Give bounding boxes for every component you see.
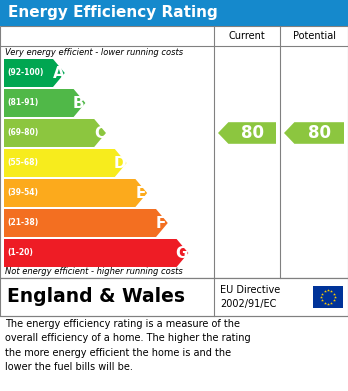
Text: Potential: Potential <box>293 31 335 41</box>
Polygon shape <box>4 179 147 207</box>
Polygon shape <box>4 239 188 267</box>
Bar <box>0 26 348 278</box>
Polygon shape <box>4 59 65 87</box>
Text: (21-38): (21-38) <box>7 219 38 228</box>
Text: B: B <box>73 95 85 111</box>
Text: Not energy efficient - higher running costs: Not energy efficient - higher running co… <box>5 267 183 276</box>
Text: 80: 80 <box>308 124 331 142</box>
Text: E: E <box>135 185 146 201</box>
Polygon shape <box>218 122 276 144</box>
Text: F: F <box>156 215 166 231</box>
Text: England & Wales: England & Wales <box>7 287 185 307</box>
Text: Current: Current <box>229 31 266 41</box>
Polygon shape <box>4 119 106 147</box>
Text: (1-20): (1-20) <box>7 249 33 258</box>
Text: D: D <box>114 156 126 170</box>
Text: (39-54): (39-54) <box>7 188 38 197</box>
Text: EU Directive
2002/91/EC: EU Directive 2002/91/EC <box>220 285 280 308</box>
Text: (55-68): (55-68) <box>7 158 38 167</box>
Text: Very energy efficient - lower running costs: Very energy efficient - lower running co… <box>5 48 183 57</box>
Text: Energy Efficiency Rating: Energy Efficiency Rating <box>8 5 218 20</box>
Polygon shape <box>284 122 344 144</box>
Bar <box>313 286 343 308</box>
Text: C: C <box>94 126 105 140</box>
Text: The energy efficiency rating is a measure of the
overall efficiency of a home. T: The energy efficiency rating is a measur… <box>5 319 251 372</box>
Text: (92-100): (92-100) <box>7 68 44 77</box>
Polygon shape <box>4 89 85 117</box>
Polygon shape <box>4 209 168 237</box>
Text: G: G <box>176 246 188 260</box>
Bar <box>0 278 348 316</box>
Polygon shape <box>4 149 127 177</box>
Text: 80: 80 <box>241 124 264 142</box>
Text: A: A <box>53 66 64 81</box>
Text: (81-91): (81-91) <box>7 99 38 108</box>
Bar <box>0 0 348 26</box>
Text: (69-80): (69-80) <box>7 129 38 138</box>
